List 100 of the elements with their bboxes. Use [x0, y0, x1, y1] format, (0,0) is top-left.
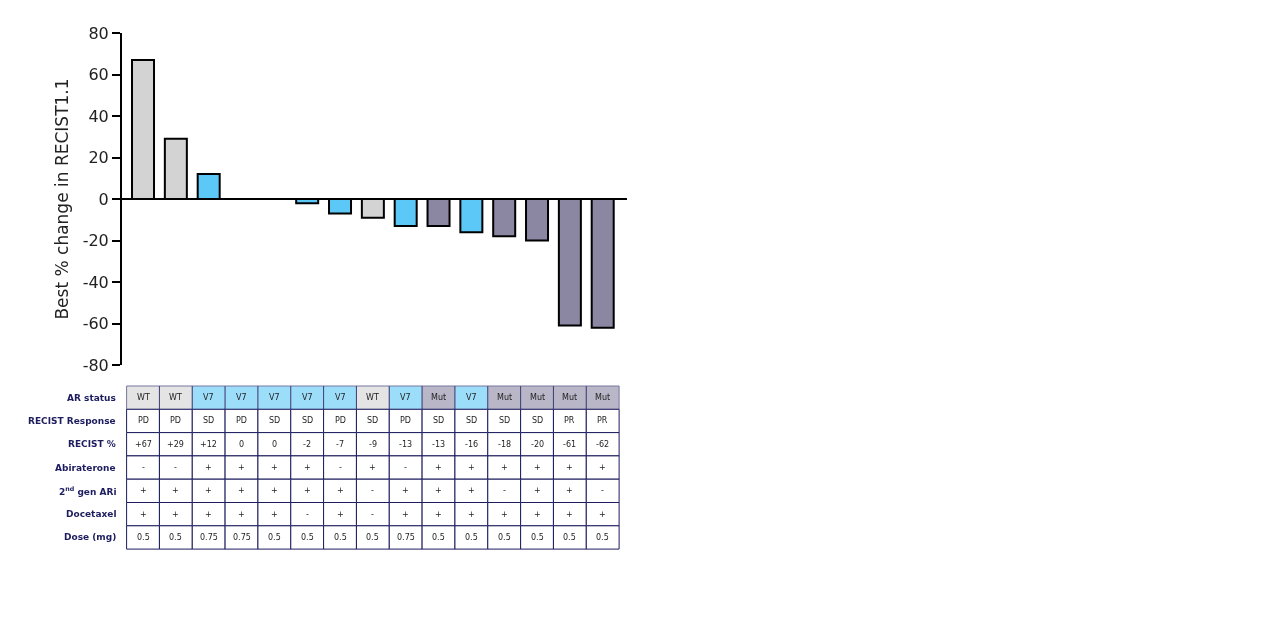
text: AR status — [67, 393, 116, 403]
text: SD — [433, 416, 445, 425]
text: Mut — [431, 393, 447, 402]
y-tick-label: -40 — [82, 272, 109, 292]
text: 0.75 — [397, 533, 415, 542]
text: 0.75 — [200, 533, 218, 542]
text: - — [339, 463, 342, 472]
text: 0.5 — [334, 533, 347, 542]
text: +67 — [135, 440, 152, 449]
text: SD — [466, 416, 478, 425]
text: + — [534, 486, 541, 495]
text: - — [371, 510, 374, 519]
text: SD — [269, 416, 281, 425]
y-tick-label: -60 — [82, 314, 109, 334]
text: -20 — [531, 440, 545, 449]
text: V7 — [302, 393, 313, 402]
text: +29 — [167, 440, 184, 449]
text: + — [501, 463, 508, 472]
text: V7 — [400, 393, 411, 402]
text: -2 — [303, 440, 311, 449]
text: SD — [302, 416, 314, 425]
text: + — [238, 486, 245, 495]
text: WT — [366, 393, 379, 402]
text: + — [337, 486, 344, 495]
text: 0.5 — [465, 533, 478, 542]
text: 0.5 — [498, 533, 511, 542]
text: PR — [597, 416, 608, 425]
text: V7 — [269, 393, 280, 402]
text: 0 — [272, 440, 278, 449]
text: 0.75 — [233, 533, 251, 542]
text: RECIST Response — [28, 416, 116, 426]
text: 0.5 — [432, 533, 445, 542]
y-tick-label: -20 — [82, 231, 109, 251]
y-tick-label: 40 — [88, 106, 109, 126]
y-tick-label: 80 — [88, 23, 109, 43]
y-tick-label: 60 — [88, 65, 109, 85]
text: V7 — [335, 393, 346, 402]
y-tick-label: 20 — [88, 148, 109, 168]
text: SD — [532, 416, 544, 425]
text: + — [435, 510, 442, 519]
text: - — [306, 510, 309, 519]
text: 0.5 — [268, 533, 281, 542]
text: + — [172, 510, 179, 519]
text: + — [140, 486, 147, 495]
text: + — [566, 463, 573, 472]
text: + — [304, 486, 311, 495]
text: + — [534, 463, 541, 472]
text: + — [599, 463, 606, 472]
text: 0.5 — [531, 533, 544, 542]
text: + — [369, 463, 376, 472]
text: PD — [335, 416, 346, 425]
text: SD — [367, 416, 379, 425]
text: WT — [137, 393, 150, 402]
text: RECIST % — [68, 439, 116, 449]
text: SD — [499, 416, 511, 425]
text: + — [238, 510, 245, 519]
text: + — [271, 463, 278, 472]
text: -62 — [596, 440, 610, 449]
text: PD — [400, 416, 411, 425]
text: Docetaxel — [66, 509, 117, 519]
text: 0.5 — [301, 533, 314, 542]
text: 0.5 — [596, 533, 609, 542]
text: 0.5 — [137, 533, 150, 542]
text: + — [172, 486, 179, 495]
text: + — [435, 486, 442, 495]
text: -13 — [399, 440, 413, 449]
y-tick-label: -80 — [82, 355, 109, 375]
text: SD — [203, 416, 215, 425]
text: + — [271, 510, 278, 519]
text: PD — [138, 416, 149, 425]
text: -16 — [465, 440, 479, 449]
text: - — [601, 486, 604, 495]
text: + — [599, 510, 606, 519]
text: + — [435, 463, 442, 472]
text: - — [142, 463, 145, 472]
text: + — [140, 510, 147, 519]
text: -13 — [432, 440, 446, 449]
text: Dose (mg) — [64, 532, 117, 542]
text: + — [304, 463, 311, 472]
text: + — [468, 463, 475, 472]
text: Mut — [530, 393, 546, 402]
text: 0.5 — [169, 533, 182, 542]
text: + — [468, 510, 475, 519]
text: - — [174, 463, 177, 472]
text: -18 — [498, 440, 512, 449]
text: + — [205, 510, 212, 519]
text: V7 — [203, 393, 214, 402]
text: - — [371, 486, 374, 495]
text: +12 — [200, 440, 217, 449]
text: + — [402, 510, 409, 519]
text: Mut — [562, 393, 578, 402]
text: Mut — [595, 393, 611, 402]
text: - — [503, 486, 506, 495]
text: + — [271, 486, 278, 495]
text: PR — [564, 416, 575, 425]
text: V7 — [236, 393, 247, 402]
text: WT — [169, 393, 182, 402]
text: + — [566, 510, 573, 519]
y-tick-label: 0 — [98, 189, 109, 209]
text: + — [205, 463, 212, 472]
